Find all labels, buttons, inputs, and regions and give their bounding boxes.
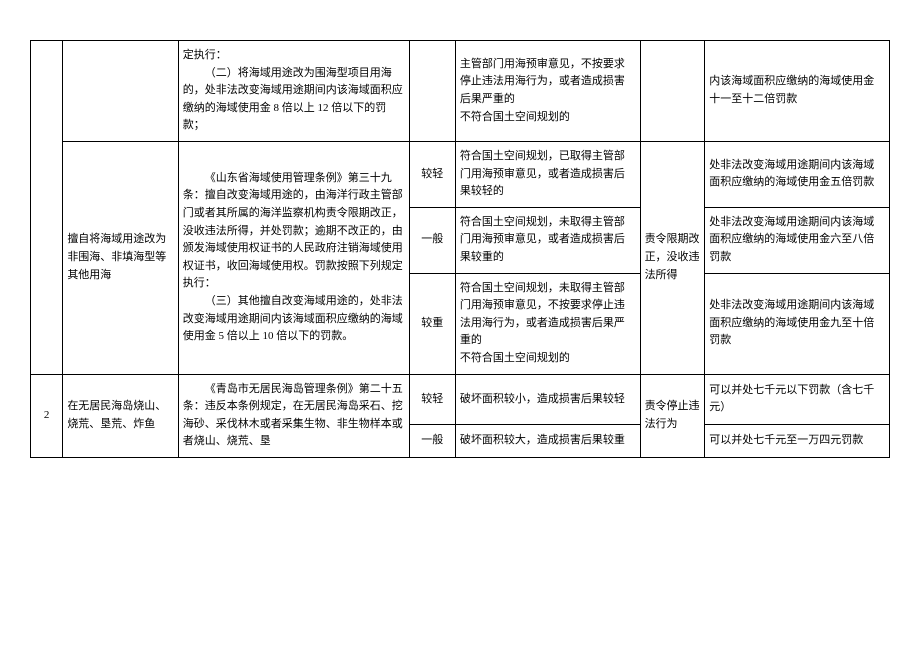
cell-basis: 《青岛市无居民海岛管理条例》第二十五条：违反本条例规定，在无居民海岛采石、挖海砂… (178, 374, 409, 457)
cell-penalty: 处非法改变海域用途期间内该海域面积应缴纳的海域使用金六至八倍罚款 (705, 207, 890, 273)
basis-text: 《青岛市无居民海岛管理条例》第二十五条：违反本条例规定，在无居民海岛采石、挖海砂… (183, 381, 405, 451)
cell-level: 一般 (409, 207, 455, 273)
cell-circumstance: 符合国土空间规划，未取得主管部门用海预审意见，不按要求停止违法用海行为，或者造成… (455, 273, 640, 374)
table-row: 擅自将海域用途改为非围海、非填海型等其他用海 《山东省海域使用管理条例》第三十九… (31, 141, 890, 207)
circumstance-line: 符合国土空间规划，未取得主管部门用海预审意见，不按要求停止违法用海行为，或者造成… (460, 280, 636, 350)
cell-circumstance: 破坏面积较大，造成损害后果较重 (455, 425, 640, 457)
cell-basis: 定执行： （二）将海域用途改为围海型项目用海的，处非法改变海域用途期间内该海域面… (178, 41, 409, 142)
cell-penalty: 处非法改变海域用途期间内该海域面积应缴纳的海域使用金五倍罚款 (705, 141, 890, 207)
cell-index (31, 41, 63, 375)
cell-index: 2 (31, 374, 63, 457)
cell-level: 较轻 (409, 374, 455, 425)
cell-measure: 责令停止违法行为 (640, 374, 705, 457)
cell-basis: 《山东省海域使用管理条例》第三十九条：擅自改变海域用途的，由海洋行政主管部门或者… (178, 141, 409, 374)
cell-circumstance: 主管部门用海预审意见，不按要求停止违法用海行为，或者造成损害后果严重的 不符合国… (455, 41, 640, 142)
cell-level (409, 41, 455, 142)
table-row: 2 在无居民海岛烧山、烧荒、垦荒、炸鱼 《青岛市无居民海岛管理条例》第二十五条：… (31, 374, 890, 425)
basis-text-pre: 《山东省海域使用管理条例》第三十九条：擅自改变海域用途的，由海洋行政主管部门或者… (183, 170, 405, 293)
cell-measure: 责令限期改正，没收违法所得 (640, 141, 705, 374)
cell-penalty: 内该海域面积应缴纳的海域使用金十一至十二倍罚款 (705, 41, 890, 142)
basis-text-clause: （二）将海域用途改为围海型项目用海的，处非法改变海域用途期间内该海域面积应缴纳的… (183, 65, 405, 135)
cell-measure (640, 41, 705, 142)
penalty-table: 定执行： （二）将海域用途改为围海型项目用海的，处非法改变海域用途期间内该海域面… (30, 40, 890, 458)
cell-penalty: 处非法改变海域用途期间内该海域面积应缴纳的海域使用金九至十倍罚款 (705, 273, 890, 374)
cell-act: 擅自将海域用途改为非围海、非填海型等其他用海 (63, 141, 178, 374)
cell-circumstance: 符合国土空间规划，未取得主管部门用海预审意见，或者造成损害后果较重的 (455, 207, 640, 273)
basis-text-clause: （三）其他擅自改变海域用途的，处非法改变海域用途期间内该海域面积应缴纳的海域使用… (183, 293, 405, 346)
cell-act: 在无居民海岛烧山、烧荒、垦荒、炸鱼 (63, 374, 178, 457)
circumstance-line: 不符合国土空间规划的 (460, 109, 636, 127)
cell-penalty: 可以并处七千元以下罚款（含七千元） (705, 374, 890, 425)
circumstance-line: 主管部门用海预审意见，不按要求停止违法用海行为，或者造成损害后果严重的 (460, 56, 636, 109)
cell-act (63, 41, 178, 142)
cell-penalty: 可以并处七千元至一万四元罚款 (705, 425, 890, 457)
table-row: 定执行： （二）将海域用途改为围海型项目用海的，处非法改变海域用途期间内该海域面… (31, 41, 890, 142)
cell-level: 一般 (409, 425, 455, 457)
basis-text-pre: 定执行： (183, 49, 227, 61)
cell-circumstance: 符合国土空间规划，已取得主管部门用海预审意见，或者造成损害后果较轻的 (455, 141, 640, 207)
cell-level: 较轻 (409, 141, 455, 207)
cell-circumstance: 破坏面积较小，造成损害后果较轻 (455, 374, 640, 425)
circumstance-line: 不符合国土空间规划的 (460, 350, 636, 368)
cell-level: 较重 (409, 273, 455, 374)
